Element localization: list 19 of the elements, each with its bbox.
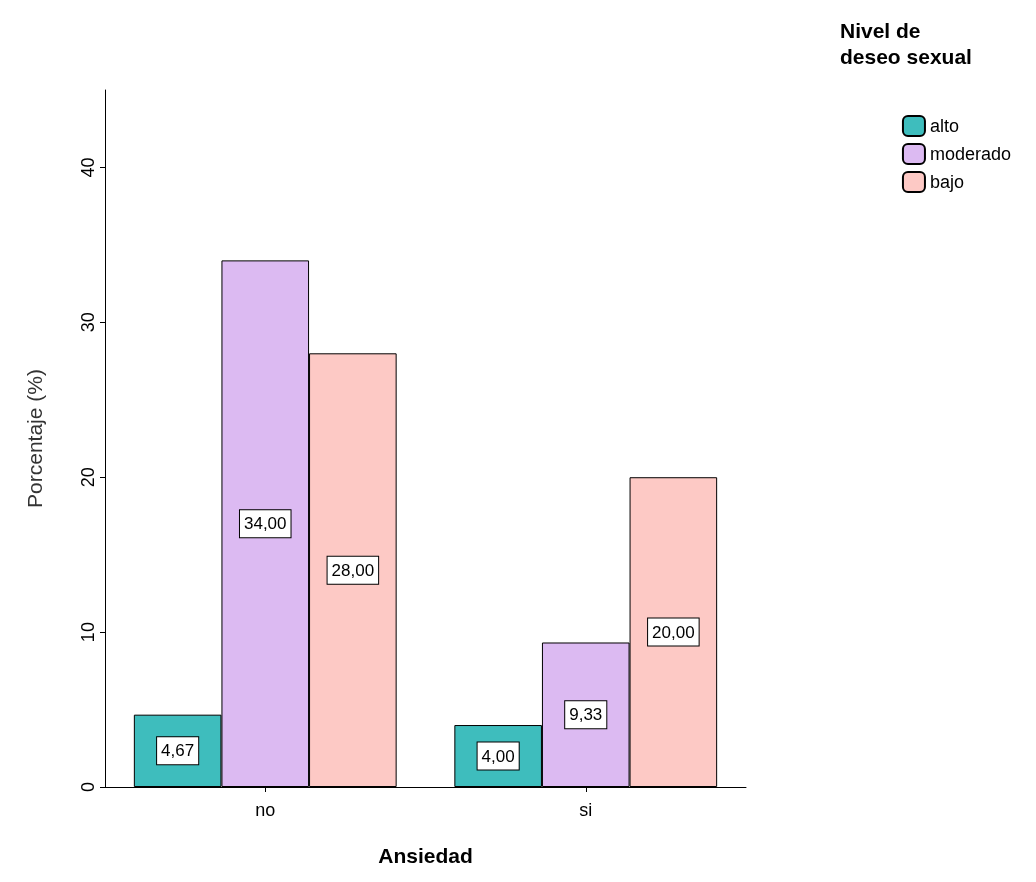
x-tick-label: no bbox=[255, 800, 276, 820]
legend-label: bajo bbox=[929, 172, 964, 192]
y-tick-label: 0 bbox=[78, 781, 98, 793]
data-label: 34,00 bbox=[243, 514, 287, 534]
y-tick-label: 20 bbox=[78, 467, 98, 488]
legend-label: moderado bbox=[929, 144, 1012, 164]
data-label: 20,00 bbox=[652, 622, 695, 642]
x-tick-label: si bbox=[579, 800, 593, 820]
y-tick-label: 10 bbox=[78, 622, 98, 643]
legend-title: Nivel de deseo sexual bbox=[840, 18, 972, 68]
data-label: 28,00 bbox=[331, 560, 375, 580]
y-tick-label: 40 bbox=[78, 157, 98, 178]
legend-label: alto bbox=[929, 116, 959, 136]
data-label: 9,33 bbox=[569, 705, 603, 725]
x-axis-title: Ansiedad bbox=[378, 844, 473, 867]
data-label: 4,67 bbox=[161, 741, 195, 761]
y-tick-label: 30 bbox=[78, 312, 98, 333]
data-label: 4,00 bbox=[481, 746, 515, 766]
y-axis-title: Porcentaje (%) bbox=[23, 369, 46, 508]
